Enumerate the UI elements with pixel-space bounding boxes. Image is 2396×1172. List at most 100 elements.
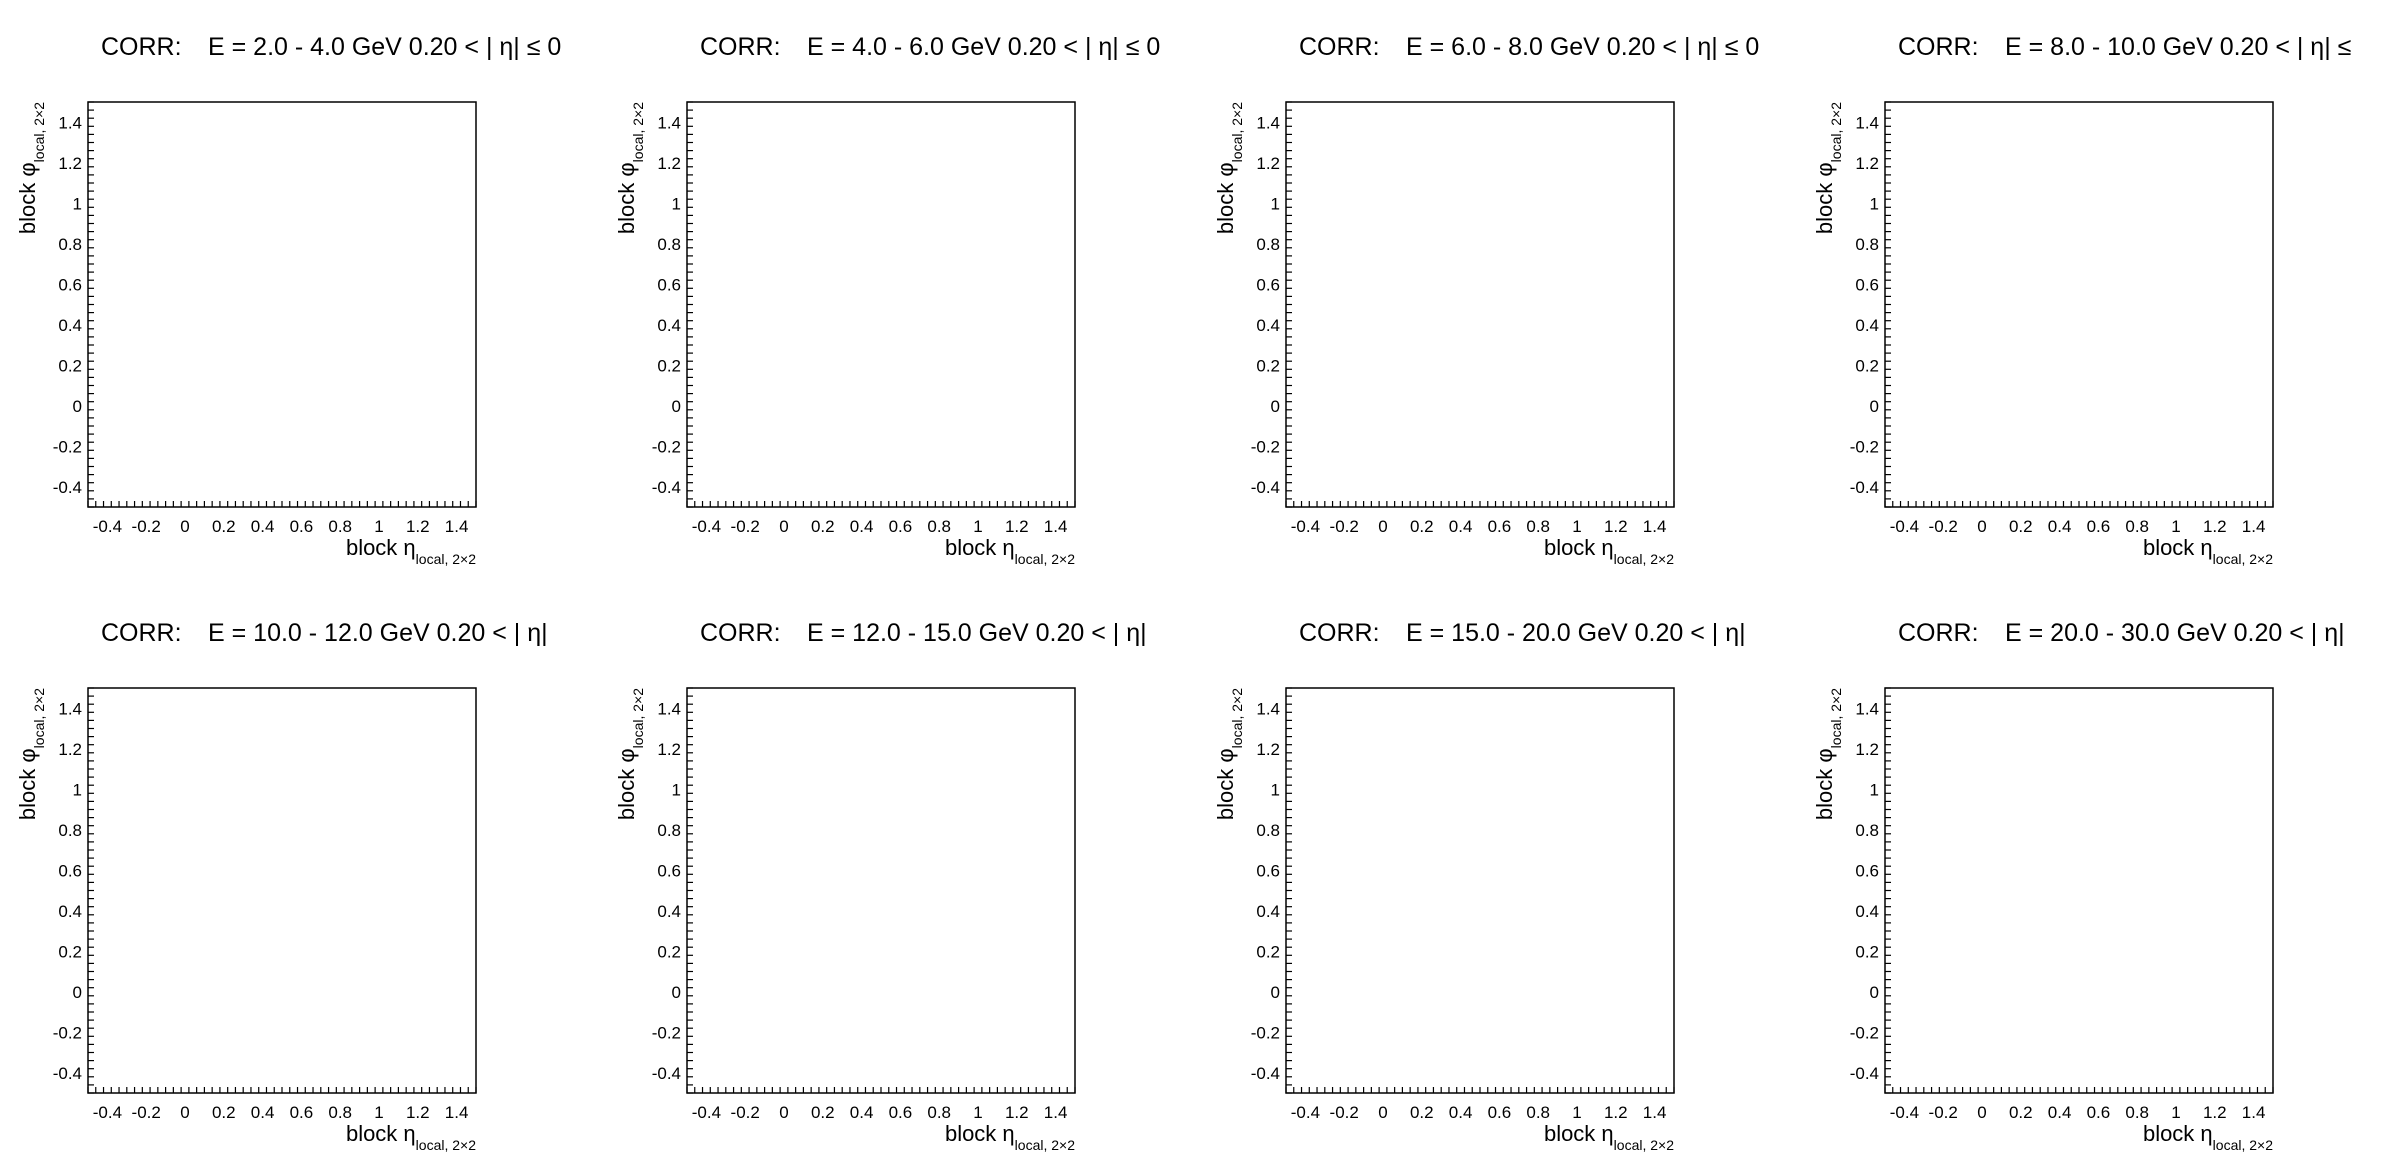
- y-tick-label: 0.8: [58, 235, 82, 254]
- y-tick-label: 0.8: [1855, 821, 1879, 840]
- x-tick-label: 0.6: [889, 517, 913, 536]
- x-tick-label: 1: [2171, 1103, 2180, 1122]
- y-tick-label: 1: [1870, 194, 1879, 213]
- x-axis-label: block ηlocal, 2×2: [2143, 1121, 2273, 1153]
- x-axis-label: block ηlocal, 2×2: [945, 1121, 1075, 1153]
- y-axis-label-sub: local, 2×2: [31, 688, 47, 749]
- chart-panel: CORR: E = 15.0 - 20.0 GeV 0.20 < | η| -0.4…: [1213, 619, 1746, 1153]
- chart-panel: CORR: E = 12.0 - 15.0 GeV 0.20 < | η| -0.4…: [614, 619, 1147, 1153]
- y-axis-label: block φlocal, 2×2: [1812, 688, 1844, 820]
- x-axis-label: block ηlocal, 2×2: [945, 535, 1075, 567]
- x-tick-label: -0.4: [1890, 517, 1919, 536]
- y-tick-label: 1.4: [58, 113, 82, 132]
- y-tick-label: 0.2: [1256, 356, 1280, 375]
- x-axis-label-main: block η: [2143, 1121, 2213, 1146]
- x-tick-label: 1.4: [1643, 517, 1667, 536]
- x-axis-label-sub: local, 2×2: [416, 551, 477, 567]
- y-tick-label: 1.4: [657, 699, 681, 718]
- y-axis-label: block φlocal, 2×2: [15, 102, 47, 234]
- chart-title-text: E = 6.0 - 8.0 GeV 0.20 < | η| ≤ 0: [1406, 33, 1759, 61]
- chart-title: CORR: E = 4.0 - 6.0 GeV 0.20 < | η| ≤ 0: [700, 33, 1160, 61]
- y-tick-label: 0.6: [657, 861, 681, 880]
- x-tick-label: -0.2: [1330, 517, 1359, 536]
- y-tick-label: 0.6: [58, 275, 82, 294]
- y-tick-label: 1.2: [1256, 154, 1280, 173]
- y-tick-label: 0.8: [657, 821, 681, 840]
- x-tick-label: 1: [1572, 517, 1581, 536]
- chart-title-prefix: CORR:: [1299, 619, 1380, 647]
- x-tick-label: 1.4: [1643, 1103, 1667, 1122]
- y-axis-label-sub: local, 2×2: [630, 688, 646, 749]
- x-tick-label: -0.2: [1929, 517, 1958, 536]
- y-tick-label: 1: [73, 194, 82, 213]
- x-tick-label: 0.6: [1488, 1103, 1512, 1122]
- chart-title: CORR: E = 12.0 - 15.0 GeV 0.20 < | η|: [700, 619, 1147, 647]
- x-tick-label: 0.2: [2009, 517, 2033, 536]
- y-tick-label: 0: [672, 983, 681, 1002]
- x-axis-label-sub: local, 2×2: [2213, 1137, 2274, 1153]
- y-tick-label: -0.4: [1850, 1064, 1879, 1083]
- y-axis-label-main: block φ: [1812, 748, 1837, 820]
- y-axis-label-main: block φ: [1213, 162, 1238, 234]
- chart-title-text: E = 4.0 - 6.0 GeV 0.20 < | η| ≤ 0: [807, 33, 1160, 61]
- plot-frame: [686, 687, 1076, 1094]
- plot-frame: [1285, 687, 1675, 1094]
- y-tick-label: 1: [672, 194, 681, 213]
- y-tick-label: 0: [672, 397, 681, 416]
- x-tick-label: 1.4: [1044, 1103, 1068, 1122]
- y-tick-label: 0: [1271, 397, 1280, 416]
- y-tick-label: -0.4: [53, 1064, 82, 1083]
- x-axis-label-main: block η: [1544, 535, 1614, 560]
- y-tick-label: 0.8: [1855, 235, 1879, 254]
- x-tick-label: 1: [374, 1103, 383, 1122]
- y-tick-label: 0.8: [1256, 235, 1280, 254]
- x-tick-label: 1: [2171, 517, 2180, 536]
- y-tick-label: 0.4: [657, 316, 681, 335]
- y-tick-label: 0: [73, 983, 82, 1002]
- x-axis-label-sub: local, 2×2: [1614, 1137, 1675, 1153]
- x-tick-label: 1: [374, 517, 383, 536]
- x-tick-label: 1.2: [2203, 517, 2227, 536]
- x-tick-label: 0.4: [850, 1103, 874, 1122]
- y-axis-label-main: block φ: [614, 748, 639, 820]
- x-tick-label: -0.2: [731, 517, 760, 536]
- y-axis-label-sub: local, 2×2: [31, 102, 47, 163]
- y-tick-label: -0.4: [652, 478, 681, 497]
- y-tick-label: 0.4: [1855, 902, 1879, 921]
- y-tick-label: 1.4: [58, 699, 82, 718]
- y-tick-label: 0.6: [1256, 275, 1280, 294]
- x-tick-label: 0.4: [2048, 1103, 2072, 1122]
- y-tick-label: 1.2: [1256, 740, 1280, 759]
- x-tick-label: 0.4: [251, 517, 275, 536]
- x-tick-label: 0.8: [1526, 1103, 1550, 1122]
- y-tick-label: 0.4: [1256, 902, 1280, 921]
- chart-title-text: E = 15.0 - 20.0 GeV 0.20 < | η|: [1406, 619, 1746, 647]
- y-tick-label: -0.2: [53, 1023, 82, 1042]
- x-tick-label: 0: [180, 1103, 189, 1122]
- y-axis-label-sub: local, 2×2: [1828, 688, 1844, 749]
- y-tick-label: -0.2: [1251, 437, 1280, 456]
- chart-panel: CORR: E = 8.0 - 10.0 GeV 0.20 < | η| ≤ -0.…: [1812, 33, 2351, 567]
- x-axis-label-sub: local, 2×2: [1015, 1137, 1076, 1153]
- chart-panel: CORR: E = 20.0 - 30.0 GeV 0.20 < | η| -0.4…: [1812, 619, 2345, 1153]
- y-axis-label-sub: local, 2×2: [1229, 688, 1245, 749]
- y-tick-label: -0.2: [1850, 1023, 1879, 1042]
- chart-title-prefix: CORR:: [101, 619, 182, 647]
- y-axis-label-sub: local, 2×2: [1828, 102, 1844, 163]
- x-tick-label: 0.4: [2048, 517, 2072, 536]
- y-tick-label: 0.2: [657, 942, 681, 961]
- x-tick-label: 0.6: [290, 1103, 314, 1122]
- plot-frame: [87, 687, 477, 1094]
- y-axis-label-main: block φ: [614, 162, 639, 234]
- y-tick-label: 0: [1271, 983, 1280, 1002]
- plot-frame: [686, 101, 1076, 508]
- x-tick-label: 1.4: [2242, 1103, 2266, 1122]
- y-tick-label: 1.2: [657, 740, 681, 759]
- y-axis-label: block φlocal, 2×2: [614, 102, 646, 234]
- x-tick-label: 0.8: [328, 517, 352, 536]
- chart-title-prefix: CORR:: [1898, 33, 1979, 61]
- x-tick-label: -0.4: [1890, 1103, 1919, 1122]
- x-tick-label: 1.2: [1604, 517, 1628, 536]
- plot-frame: [1884, 687, 2274, 1094]
- x-tick-label: 0: [779, 1103, 788, 1122]
